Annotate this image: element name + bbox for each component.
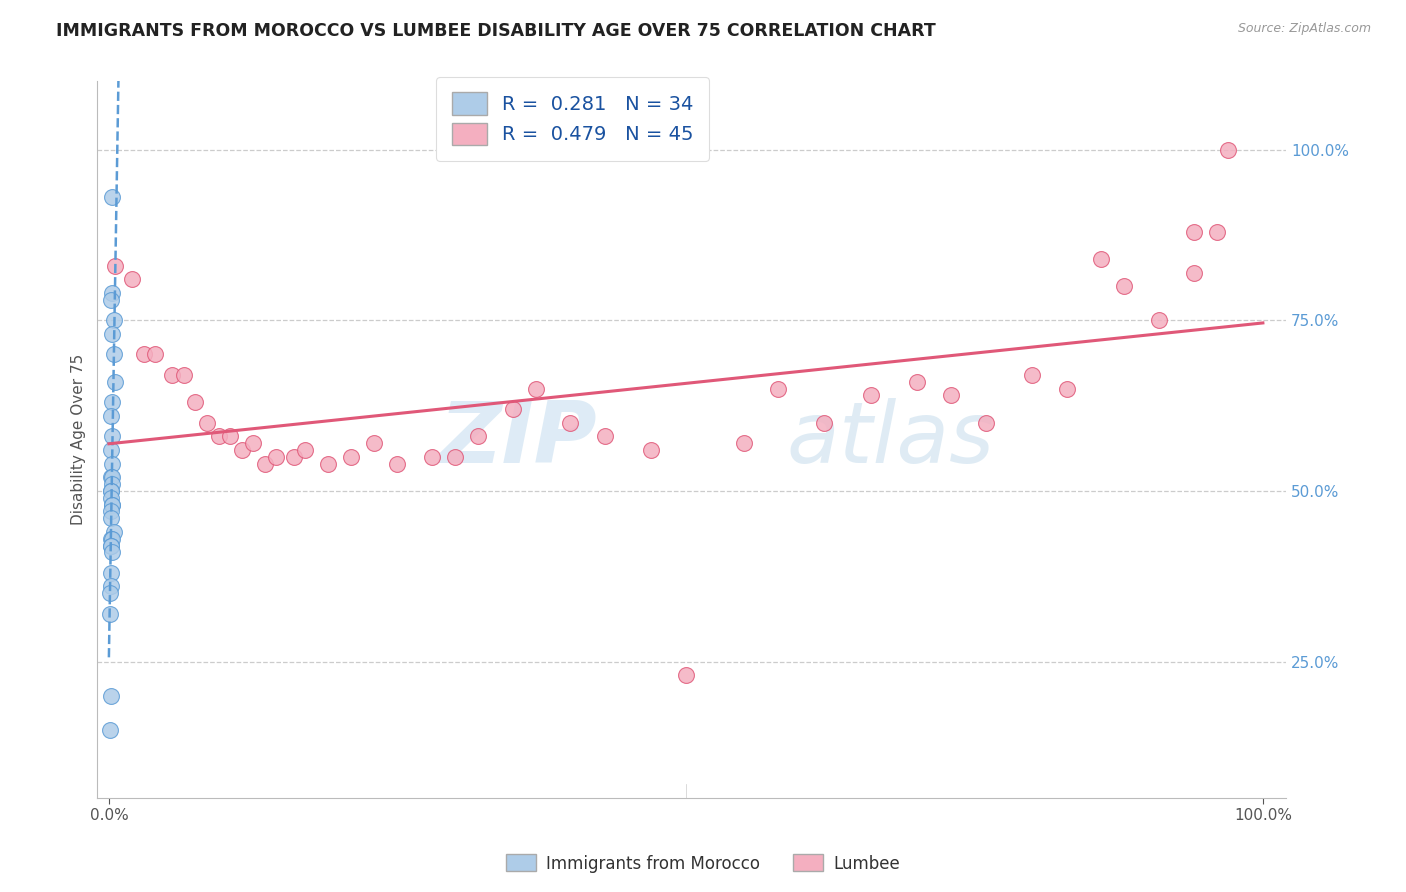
Point: [100, 491, 122, 505]
Point: [1182, 225, 1205, 239]
Y-axis label: Disability Age Over 75: Disability Age Over 75: [72, 354, 86, 525]
Point: [104, 375, 127, 389]
Text: ZIP: ZIP: [439, 398, 596, 482]
Point: [444, 450, 467, 464]
Point: [340, 450, 363, 464]
Point: [101, 190, 124, 204]
Point: [100, 409, 122, 423]
Point: [1182, 266, 1205, 280]
Point: [100, 293, 122, 307]
Point: [101, 498, 124, 512]
Point: [100, 470, 122, 484]
Point: [733, 436, 755, 450]
Point: [100, 566, 122, 580]
Point: [1218, 143, 1240, 157]
Point: [100, 539, 122, 553]
Point: [1147, 313, 1170, 327]
Point: [420, 450, 443, 464]
Point: [184, 395, 207, 409]
Point: [101, 498, 124, 512]
Point: [467, 429, 489, 443]
Point: [100, 442, 122, 457]
Point: [100, 483, 122, 498]
Point: [103, 347, 125, 361]
Point: [173, 368, 195, 382]
Point: [101, 532, 124, 546]
Point: [132, 347, 155, 361]
Point: [387, 457, 409, 471]
Point: [195, 416, 218, 430]
Point: [1056, 382, 1078, 396]
Point: [941, 388, 963, 402]
Point: [101, 470, 124, 484]
Point: [162, 368, 184, 382]
Point: [103, 524, 125, 539]
Legend: Immigrants from Morocco, Lumbee: Immigrants from Morocco, Lumbee: [499, 847, 907, 880]
Point: [98, 586, 121, 600]
Point: [103, 313, 125, 327]
Point: [101, 395, 124, 409]
Point: [294, 442, 316, 457]
Point: [101, 326, 124, 341]
Point: [1090, 252, 1112, 266]
Point: [101, 545, 124, 559]
Point: [98, 723, 121, 737]
Point: [100, 539, 122, 553]
Point: [101, 477, 124, 491]
Point: [104, 259, 127, 273]
Point: [253, 457, 276, 471]
Point: [101, 429, 124, 443]
Point: [316, 457, 339, 471]
Point: [231, 442, 253, 457]
Point: [859, 388, 882, 402]
Point: [101, 457, 124, 471]
Point: [1205, 225, 1227, 239]
Legend: R =  0.281   N = 34, R =  0.479   N = 45: R = 0.281 N = 34, R = 0.479 N = 45: [436, 77, 710, 161]
Point: [524, 382, 547, 396]
Text: atlas: atlas: [787, 398, 994, 482]
Point: [264, 450, 287, 464]
Point: [101, 286, 124, 301]
Point: [143, 347, 166, 361]
Point: [100, 504, 122, 518]
Point: [560, 416, 582, 430]
Point: [207, 429, 229, 443]
Point: [121, 272, 143, 286]
Text: IMMIGRANTS FROM MOROCCO VS LUMBEE DISABILITY AGE OVER 75 CORRELATION CHART: IMMIGRANTS FROM MOROCCO VS LUMBEE DISABI…: [56, 22, 936, 40]
Point: [766, 382, 789, 396]
Point: [100, 483, 122, 498]
Point: [1021, 368, 1043, 382]
Point: [905, 375, 928, 389]
Point: [1114, 279, 1136, 293]
Point: [363, 436, 385, 450]
Point: [100, 689, 122, 703]
Point: [502, 402, 524, 417]
Point: [640, 442, 662, 457]
Point: [100, 511, 122, 525]
Point: [219, 429, 242, 443]
Point: [242, 436, 264, 450]
Point: [675, 668, 697, 682]
Point: [593, 429, 616, 443]
Point: [100, 532, 122, 546]
Point: [813, 416, 835, 430]
Point: [283, 450, 305, 464]
Point: [974, 416, 997, 430]
Point: [98, 607, 121, 621]
Text: Source: ZipAtlas.com: Source: ZipAtlas.com: [1237, 22, 1371, 36]
Point: [100, 580, 122, 594]
